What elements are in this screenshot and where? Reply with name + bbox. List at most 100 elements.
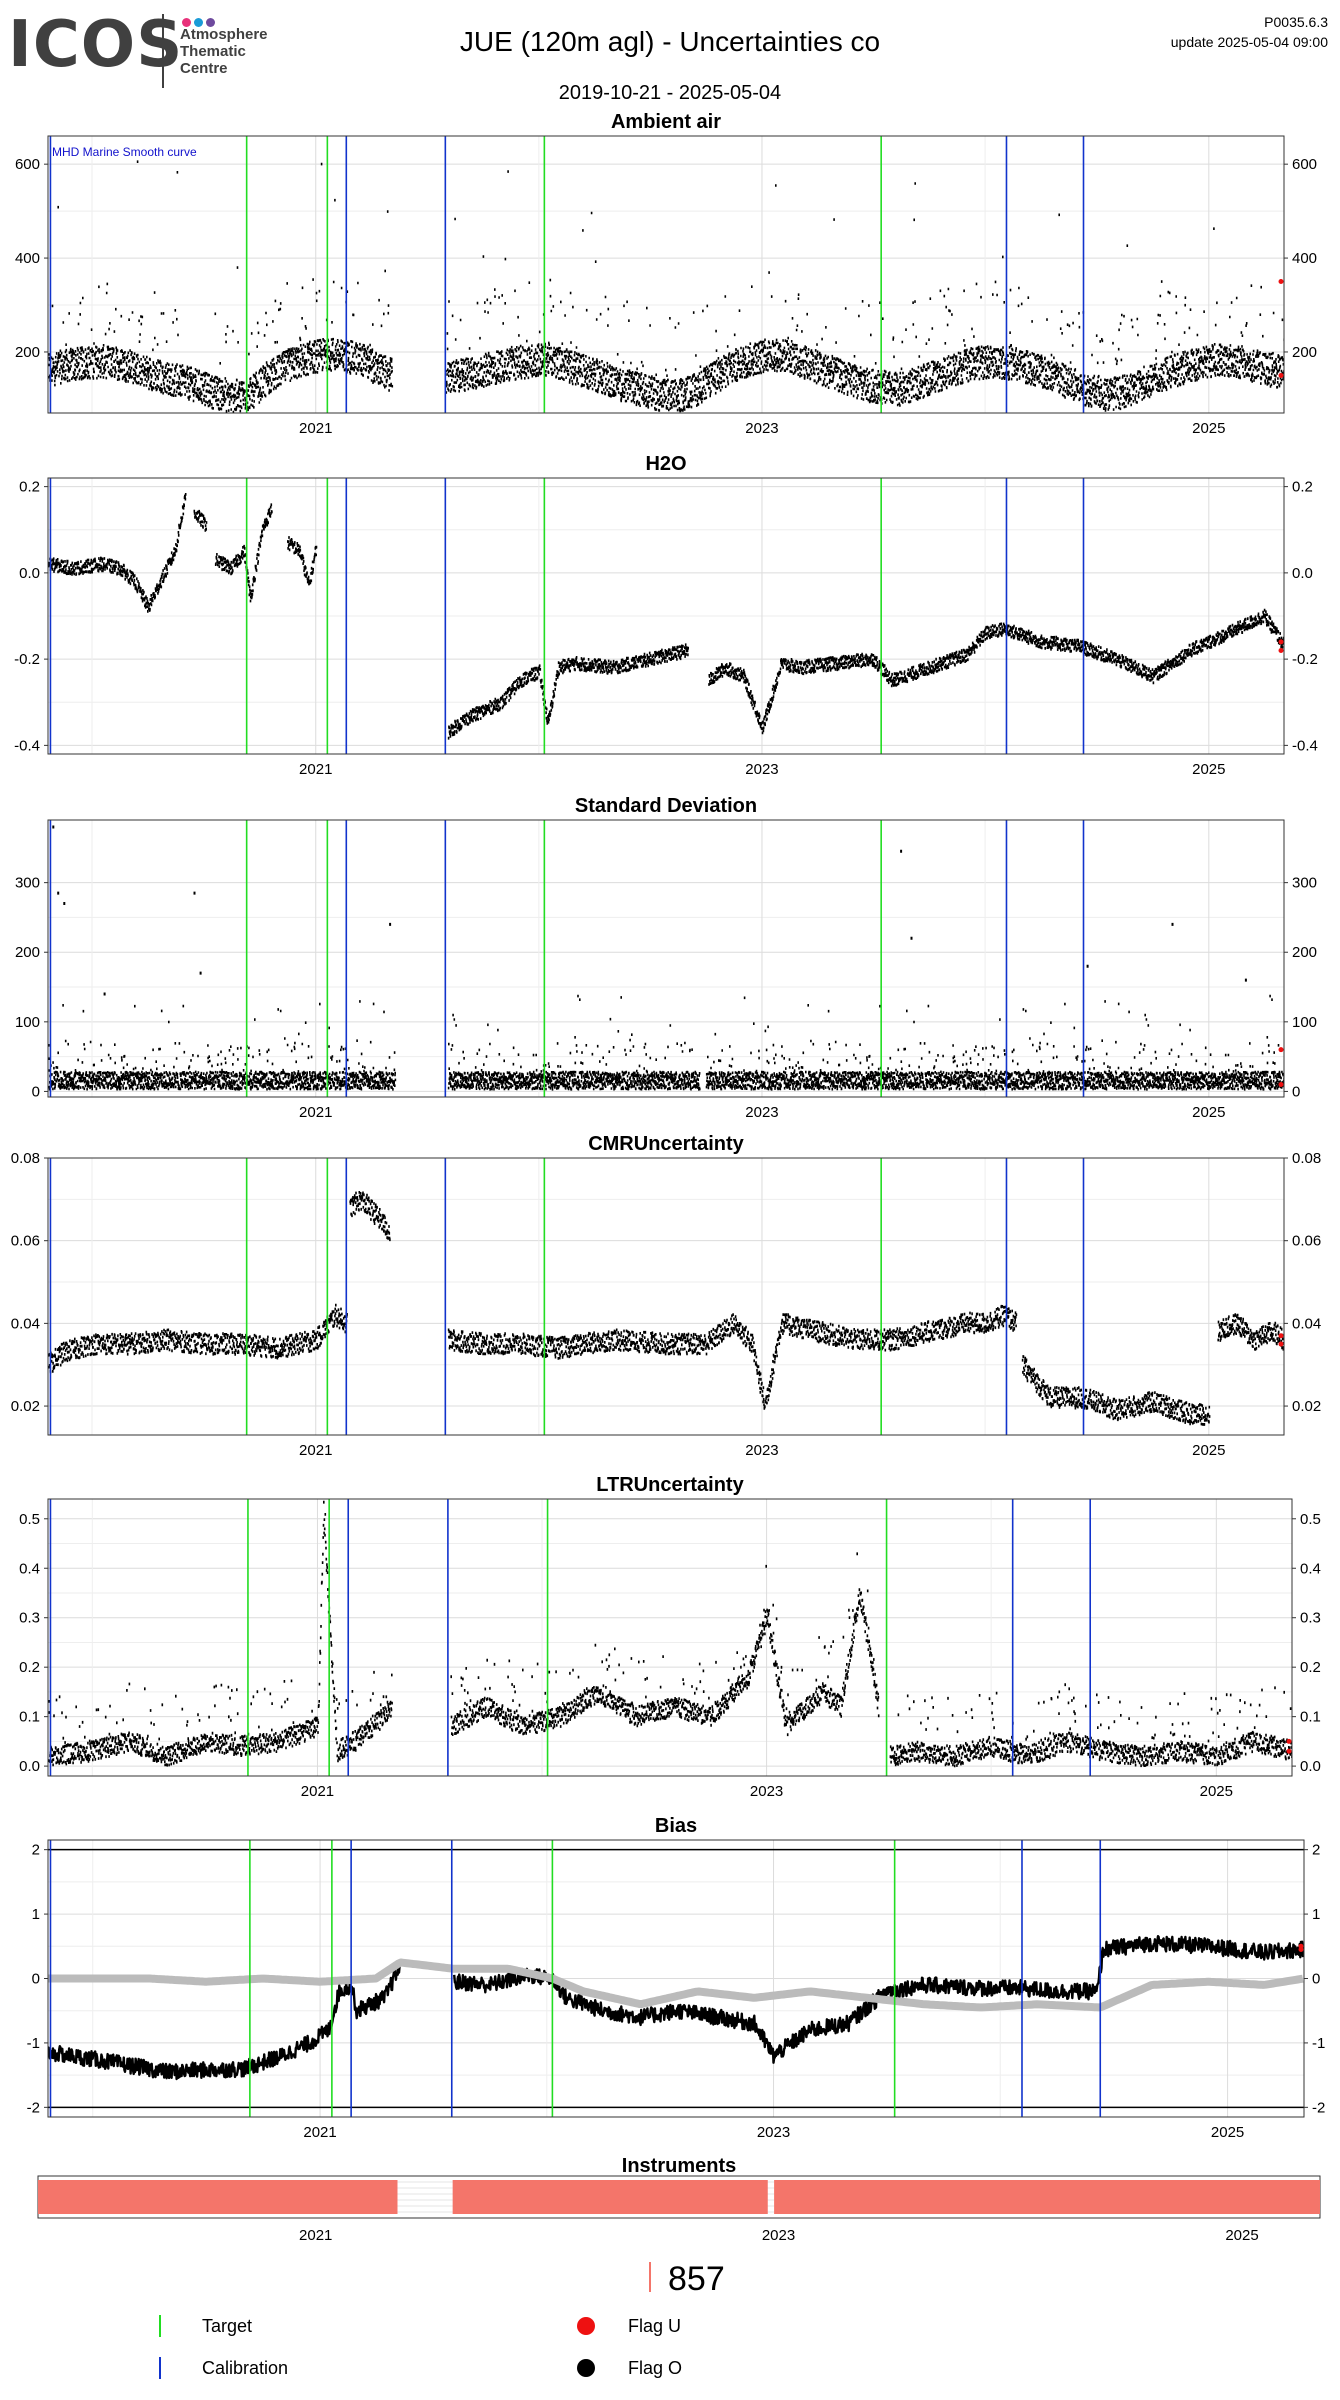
y-tick-label-left: 100 (15, 1014, 40, 1031)
data-layer (48, 825, 1284, 1091)
y-tick-label-left: -0.2 (14, 651, 40, 668)
legend-label: Target (202, 2316, 252, 2336)
x-tick-label: 2021 (303, 2124, 336, 2141)
flag-u-point (1286, 1748, 1292, 1754)
panel-ambient-air: Ambient air 2021 2023 2025 200 200 400 400 600 60… (15, 111, 1317, 437)
flag-u-point (1278, 1081, 1284, 1087)
logo-sub-line-2: Thematic (180, 43, 246, 60)
y-tick-label-left: 200 (15, 944, 40, 961)
series-bias (48, 1961, 402, 2081)
y-tick-label-right: 0.0 (1300, 1758, 1321, 1775)
y-tick-label-left: 400 (15, 250, 40, 267)
panel-bg (48, 1499, 1292, 1776)
data-series-1 (349, 1191, 391, 1242)
y-tick-label-right: 1 (1312, 1906, 1320, 1923)
y-tick-label-left: 0.4 (19, 1560, 40, 1577)
instrument-bar (774, 2180, 1320, 2214)
legend-label: Flag U (628, 2316, 681, 2336)
data-series-4 (447, 643, 689, 740)
y-tick-label-right: 0.3 (1300, 1610, 1321, 1627)
x-tick-label: 2021 (299, 2227, 332, 2244)
x-tick-label: 2023 (745, 420, 778, 437)
y-tick-label-left: 0 (32, 1971, 40, 1988)
panel-frame (47, 477, 1285, 755)
data-series-0 (48, 493, 187, 613)
x-tick-label: 2025 (1211, 2124, 1244, 2141)
panel-cmruncertainty: CMRUncertainty 2021 2023 2025 0.02 0.02 0.04 0.… (11, 1133, 1321, 1459)
x-tick-label: 2021 (299, 761, 332, 778)
x-tick-label: 2023 (757, 2124, 790, 2141)
version-info: P0035.6.3 update 2025-05-04 09:00 (1171, 12, 1328, 52)
x-tick-label: 2023 (762, 2227, 795, 2244)
y-tick-label-right: 0 (1292, 1083, 1300, 1100)
data-series-1 (193, 509, 208, 532)
y-tick-label-right: 0.2 (1300, 1659, 1321, 1676)
version-code: P0035.6.3 (1264, 14, 1328, 30)
flag-u-point (1286, 1738, 1292, 1744)
data-series-2 (889, 1683, 1292, 1768)
x-tick-label: 2021 (299, 1104, 332, 1121)
y-tick-label-right: 0.2 (1292, 479, 1313, 496)
y-tick-label-right: -0.2 (1292, 651, 1318, 668)
panel-title: Standard Deviation (575, 795, 757, 817)
y-tick-label-left: 0.02 (11, 1398, 40, 1415)
x-tick-label: 2021 (301, 1783, 334, 1800)
logo-dots (182, 14, 218, 32)
data-points (48, 994, 1284, 1091)
date-range: 2019-10-21 - 2025-05-04 (558, 82, 782, 104)
data-series-2 (447, 1304, 1018, 1410)
flag-u-point (1278, 1047, 1284, 1053)
panel-title: Bias (655, 1815, 697, 1837)
panel-title: CMRUncertainty (588, 1133, 744, 1155)
flag-u-point (1278, 648, 1284, 653)
series-smooth (48, 1958, 1304, 2012)
panel-bg (48, 820, 1284, 1097)
panel-instruments: Instruments 2021 2023 2025 (37, 2155, 1321, 2244)
data-layer (48, 1500, 1292, 1768)
x-tick-label: 2023 (745, 1104, 778, 1121)
y-tick-label-right: 2 (1312, 1842, 1320, 1859)
data-layer (48, 1191, 1284, 1426)
data-points (48, 160, 1284, 413)
y-tick-label-left: 1 (32, 1906, 40, 1923)
y-tick-label-left: 0.3 (19, 1610, 40, 1627)
x-tick-label: 2025 (1192, 420, 1225, 437)
panel-title: Instruments (622, 2155, 736, 2177)
y-tick-label-right: 0 (1312, 1971, 1320, 1988)
panel-bg (48, 136, 1284, 413)
y-tick-label-right: 0.06 (1292, 1233, 1321, 1250)
y-tick-label-left: -0.4 (14, 737, 40, 754)
y-tick-label-right: 200 (1292, 344, 1317, 361)
data-layer (48, 493, 1284, 740)
y-tick-label-left: 600 (15, 156, 40, 173)
y-tick-label-left: 0 (32, 1083, 40, 1100)
x-tick-label: 2025 (1200, 1783, 1233, 1800)
logo-sub-line-3: Centre (180, 60, 228, 77)
panel-frame (47, 135, 1285, 414)
instrument-bar (452, 2180, 768, 2214)
data-series-5 (708, 608, 1284, 735)
y-tick-label-left: 0.1 (19, 1709, 40, 1726)
update-stamp: update 2025-05-04 09:00 (1170, 34, 1328, 50)
x-tick-label: 2023 (745, 1442, 778, 1459)
y-tick-label-right: 400 (1292, 250, 1317, 267)
legend-key-flag-u (577, 2317, 595, 2335)
legend-key-flag-o (577, 2359, 595, 2377)
panel-title: LTRUncertainty (596, 1474, 744, 1496)
instrument-id-label: 857 (668, 2260, 725, 2298)
y-tick-label-left: -2 (27, 2099, 40, 2116)
data-series-1 (450, 1552, 880, 1737)
data-series-3 (287, 536, 318, 586)
logo-dot-2 (194, 18, 203, 27)
y-tick-label-left: 0.2 (19, 1659, 40, 1676)
y-tick-label-right: -1 (1312, 2035, 1325, 2052)
outlier-points (52, 825, 1247, 996)
y-tick-label-right: 200 (1292, 944, 1317, 961)
data-series-0 (48, 1500, 393, 1767)
data-series-4 (1217, 1313, 1284, 1351)
panel-standard-deviation: Standard Deviation 2021 2023 2025 0 0 100 100 20… (15, 795, 1317, 1121)
y-tick-label-left: 0.0 (19, 1758, 40, 1775)
logo-subtitle: Atmosphere Thematic Centre (180, 26, 268, 77)
smooth-curve-legend: MHD Marine Smooth curve (52, 145, 197, 159)
instrument-bar (38, 2180, 398, 2214)
